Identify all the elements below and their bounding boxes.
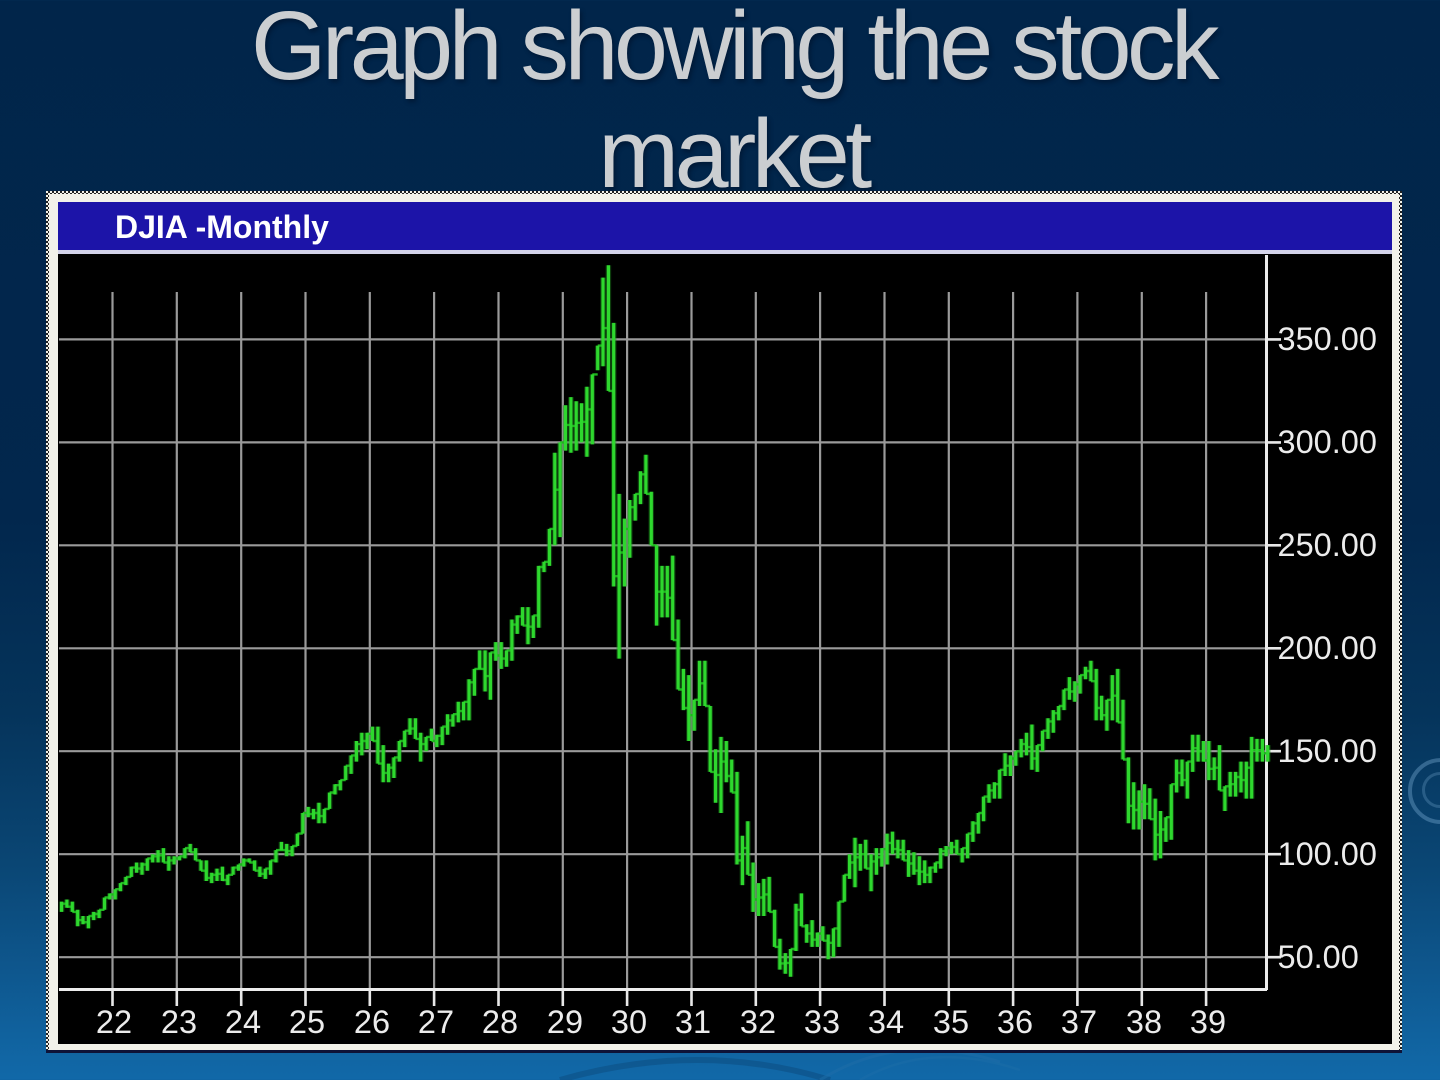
svg-text:37: 37 <box>1061 1004 1097 1040</box>
svg-text:50.00: 50.00 <box>1278 939 1359 975</box>
svg-text:25: 25 <box>289 1004 325 1040</box>
svg-text:34: 34 <box>868 1004 904 1040</box>
svg-text:250.00: 250.00 <box>1278 527 1377 563</box>
svg-text:29: 29 <box>547 1004 583 1040</box>
svg-text:300.00: 300.00 <box>1278 424 1377 460</box>
svg-text:150.00: 150.00 <box>1278 733 1377 769</box>
svg-text:27: 27 <box>418 1004 454 1040</box>
svg-text:28: 28 <box>482 1004 518 1040</box>
svg-text:24: 24 <box>225 1004 261 1040</box>
svg-text:22: 22 <box>96 1004 132 1040</box>
svg-text:350.00: 350.00 <box>1278 321 1377 357</box>
svg-text:100.00: 100.00 <box>1278 836 1377 872</box>
svg-text:33: 33 <box>804 1004 840 1040</box>
svg-text:32: 32 <box>740 1004 776 1040</box>
svg-text:26: 26 <box>354 1004 390 1040</box>
svg-text:23: 23 <box>161 1004 197 1040</box>
svg-text:36: 36 <box>997 1004 1033 1040</box>
svg-text:35: 35 <box>933 1004 969 1040</box>
svg-text:200.00: 200.00 <box>1278 630 1377 666</box>
svg-text:39: 39 <box>1190 1004 1226 1040</box>
svg-text:38: 38 <box>1126 1004 1162 1040</box>
svg-text:31: 31 <box>675 1004 711 1040</box>
svg-text:30: 30 <box>611 1004 647 1040</box>
